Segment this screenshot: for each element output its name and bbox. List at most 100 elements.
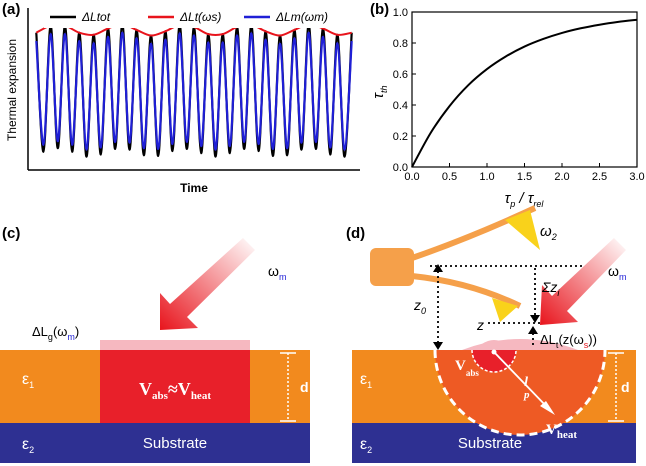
label-part: 1 <box>367 380 372 390</box>
label-part: Σz <box>541 279 557 295</box>
y-label-part: th <box>379 85 389 93</box>
x-tick-label: 2.5 <box>592 171 607 183</box>
label-part: ω <box>540 223 552 240</box>
label-part: l <box>524 375 528 390</box>
x-axis-label: Time <box>180 181 208 195</box>
y-label-part: τ <box>370 92 387 99</box>
label-part: abs <box>152 390 169 402</box>
x-label-part: rel <box>533 199 544 209</box>
y-axis-label: τth <box>370 85 389 98</box>
label-part: V <box>455 358 466 374</box>
label-part: m <box>279 272 287 282</box>
arrowhead <box>433 264 443 272</box>
label-part: m <box>619 272 627 282</box>
x-tick-label: 1.0 <box>479 171 494 183</box>
radius-head <box>540 401 555 415</box>
label-part: heat <box>191 390 212 402</box>
arrowhead <box>530 315 540 323</box>
panel-label: (c) <box>2 225 20 242</box>
vheat: Vheat <box>546 422 577 441</box>
laser-arrow <box>540 238 626 325</box>
omega-label: ωm <box>268 263 286 282</box>
cantilever-base <box>370 248 414 286</box>
cantilever-beam <box>411 273 522 309</box>
x-label-part: τ <box>505 190 512 207</box>
y-tick-label: 0.0 <box>393 162 408 174</box>
legend-label: ΔLt(ωs) <box>179 10 221 24</box>
expansion <box>100 340 250 350</box>
substrate <box>0 423 310 463</box>
label-part: z <box>413 297 421 313</box>
substrate-label: Substrate <box>143 435 207 452</box>
tip <box>505 210 540 250</box>
arrowhead <box>433 342 443 350</box>
label-part: p <box>523 389 530 401</box>
label-part: (z(ω <box>558 332 583 347</box>
label-part: ω <box>268 263 279 279</box>
label-part: V <box>546 422 557 438</box>
label-part: ε <box>360 371 367 388</box>
panel-c: (c) d ωm ΔLg(ωm) ε1 ε2 Substrate Vabs≈Vh… <box>0 225 310 463</box>
label-part: ω <box>608 263 619 279</box>
y-tick-label: 1.0 <box>393 7 408 19</box>
tip <box>492 298 518 322</box>
label-part: (ω <box>53 324 67 339</box>
laser-arrow <box>160 238 255 330</box>
legend-label: ΔLtot <box>81 10 111 24</box>
legend-label: ΔLm(ωm) <box>275 10 328 24</box>
x-tick-label: 3.0 <box>629 171 644 183</box>
y-tick-label: 0.4 <box>393 100 408 112</box>
series-line <box>411 18 638 168</box>
dlt-label: ΔLt(z(ωs)) <box>540 332 597 350</box>
panel-a: (a) Thermal expansion Time ΔLtot ΔLt(ωs) Δ… <box>2 1 360 195</box>
x-label-part: / τ <box>515 190 535 207</box>
radius <box>493 351 549 409</box>
depth-label: d <box>300 379 309 395</box>
label-part: ≈V <box>168 379 191 399</box>
label-part: abs <box>466 368 480 378</box>
heated-volume <box>435 350 605 435</box>
substrate-label: Substrate <box>458 435 522 452</box>
x-tick-label: 0.5 <box>442 171 457 183</box>
x-tick-label: 0.0 <box>404 171 419 183</box>
label-part: ΔL <box>540 332 556 347</box>
y-tick-label: 0.6 <box>393 69 408 81</box>
omega2: ω2 <box>540 223 557 242</box>
label-part: ε <box>360 436 367 453</box>
eps1: ε1 <box>360 371 372 390</box>
label-part: ε <box>22 436 29 453</box>
dimension-lines <box>430 265 590 348</box>
eps2: ε2 <box>360 436 372 455</box>
label-part: 1 <box>29 380 34 390</box>
z: z <box>476 317 484 333</box>
label-part: i <box>557 288 560 298</box>
series-line <box>35 31 353 151</box>
abs-bump <box>482 340 506 344</box>
x-tick-label: 2.0 <box>554 171 569 183</box>
sumz: Σzi <box>541 279 560 298</box>
vabs: Vabs <box>455 358 479 378</box>
label-part: ε <box>22 371 29 388</box>
label-part: V <box>139 379 152 399</box>
y-axis-label: Thermal expansion <box>5 39 19 141</box>
panel-label: (b) <box>370 1 389 18</box>
dlg-label: ΔLg(ωm) <box>32 324 79 342</box>
label-part: 2 <box>367 445 372 455</box>
eps1: ε1 <box>22 371 34 390</box>
label-part: g <box>48 332 53 342</box>
label-part: 2 <box>29 445 34 455</box>
x-label-part: p <box>509 199 515 209</box>
depth-label: d <box>621 379 630 395</box>
label-part: m <box>67 332 75 342</box>
eps2: ε2 <box>22 436 34 455</box>
volume-label: Vabs≈Vheat <box>139 379 211 402</box>
omegam: ωm <box>608 263 626 282</box>
label-part: t <box>556 340 559 350</box>
heated-volume <box>100 350 250 423</box>
heat-boundary <box>433 349 607 437</box>
x-tick-label: 1.5 <box>517 171 532 183</box>
x-axis-label: τp / τrel <box>505 190 545 209</box>
label-part: 0 <box>421 306 426 316</box>
